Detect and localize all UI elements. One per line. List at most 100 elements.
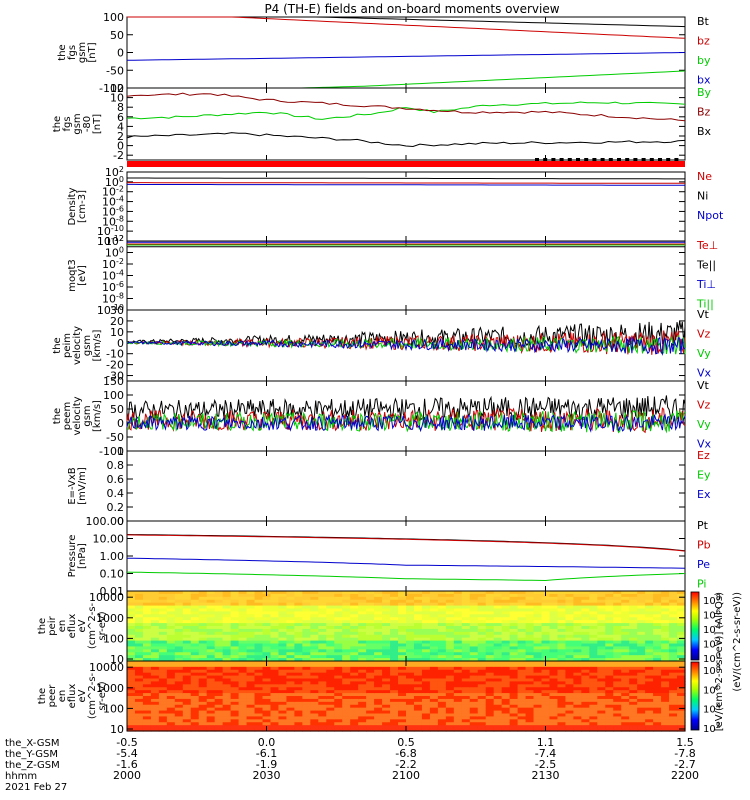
heatmap-cell (222, 655, 232, 659)
heatmap-cell (677, 591, 686, 595)
heatmap-cell (637, 698, 646, 703)
heatmap-cell (334, 693, 343, 697)
heatmap-cell (477, 725, 487, 729)
heatmap-cell (477, 722, 487, 726)
heatmap-cell (533, 716, 543, 720)
heatmap-cell (677, 725, 686, 729)
heatmap-cell (382, 693, 391, 697)
heatmap-cell (541, 666, 551, 671)
heatmap-cell (469, 728, 479, 732)
heatmap-cell (374, 719, 383, 723)
heatmap-cell (517, 701, 527, 706)
heatmap-cell (127, 728, 136, 732)
y-tick-label: 30 (110, 304, 124, 317)
heatmap-cell (230, 698, 240, 703)
heatmap-cell (501, 614, 511, 618)
heatmap-cell (445, 628, 455, 633)
heatmap-cell (342, 713, 351, 718)
heatmap-cell (174, 687, 184, 691)
heatmap-cell (445, 693, 455, 697)
heatmap-cell (541, 611, 551, 615)
heatmap-cell (127, 684, 136, 688)
heatmap-cell (413, 669, 423, 674)
heatmap-cell (661, 605, 670, 610)
y-axis-label: [mV/m] (77, 467, 88, 505)
heatmap-cell (127, 649, 136, 653)
heatmap-cell (366, 698, 375, 703)
heatmap-cell (390, 626, 399, 630)
heatmap-cell (581, 626, 590, 630)
heatmap-cell (350, 690, 359, 694)
heatmap-cell (326, 663, 335, 668)
heatmap-cell (493, 655, 503, 659)
heatmap-cell (461, 623, 471, 627)
heatmap-cell (645, 716, 654, 720)
heatmap-cell (150, 704, 160, 709)
heatmap-cell (246, 704, 256, 709)
heatmap-cell (557, 707, 567, 712)
heatmap-cell (437, 725, 447, 729)
heatmap-cell (461, 722, 471, 726)
heatmap-cell (621, 643, 630, 648)
heatmap-cell (270, 646, 280, 650)
heatmap-cell (477, 704, 487, 709)
heatmap-cell (222, 649, 232, 653)
heatmap-cell (597, 596, 606, 601)
heatmap-cell (429, 661, 439, 665)
heatmap-cell (605, 614, 614, 618)
heatmap-cell (501, 713, 511, 718)
heatmap-cell (637, 696, 646, 700)
heatmap-cell (350, 728, 359, 732)
heatmap-cell (158, 678, 168, 683)
heatmap-cell (469, 684, 479, 688)
heatmap-cell (334, 611, 343, 615)
heatmap-cell (166, 698, 176, 703)
heatmap-cell (310, 701, 319, 706)
heatmap-cell (278, 707, 288, 712)
heatmap-cell (302, 646, 311, 650)
heatmap-cell (621, 713, 630, 718)
heatmap-cell (581, 725, 590, 729)
heatmap-cell (517, 637, 527, 642)
heatmap-cell (453, 637, 463, 642)
heatmap-cell (166, 643, 176, 648)
heatmap-cell (437, 643, 447, 648)
heatmap-cell (198, 593, 208, 598)
heatmap-cell (533, 687, 543, 691)
heatmap-cell (254, 713, 264, 718)
heatmap-cell (366, 608, 375, 613)
y-axis-label: en (57, 690, 68, 703)
heatmap-cell (445, 696, 455, 700)
heatmap-cell (517, 646, 527, 650)
heatmap-cell (334, 710, 343, 715)
heatmap-cell (653, 628, 662, 633)
heatmap-cell (238, 591, 248, 595)
heatmap-cell (637, 672, 646, 677)
heatmap-cell (166, 596, 176, 601)
heatmap-cell (342, 631, 351, 636)
heatmap-cell (206, 719, 216, 723)
heatmap-cell (222, 701, 232, 706)
heatmap-cell (589, 611, 598, 615)
heatmap-cell (437, 707, 447, 712)
heatmap-cell (158, 719, 168, 723)
heatmap-cell (318, 687, 327, 691)
heatmap-cell (549, 620, 559, 624)
heatmap-cell (398, 649, 407, 653)
heatmap-cell (653, 675, 662, 680)
heatmap-cell (501, 716, 511, 720)
heatmap-cell (485, 631, 495, 636)
heatmap-cell (533, 666, 543, 671)
heatmap-cell (613, 640, 622, 645)
heatmap-cell (366, 678, 375, 683)
heatmap-cell (677, 608, 686, 613)
heatmap-cell (613, 608, 622, 613)
y-tick-label: 10 (110, 326, 124, 339)
heatmap-cell (581, 663, 590, 668)
heatmap-cell (677, 593, 686, 598)
heatmap-cell (398, 626, 407, 630)
legend-label: Vy (697, 418, 711, 431)
heatmap-cell (413, 623, 423, 627)
heatmap-cell (525, 596, 535, 601)
heatmap-cell (358, 719, 367, 723)
